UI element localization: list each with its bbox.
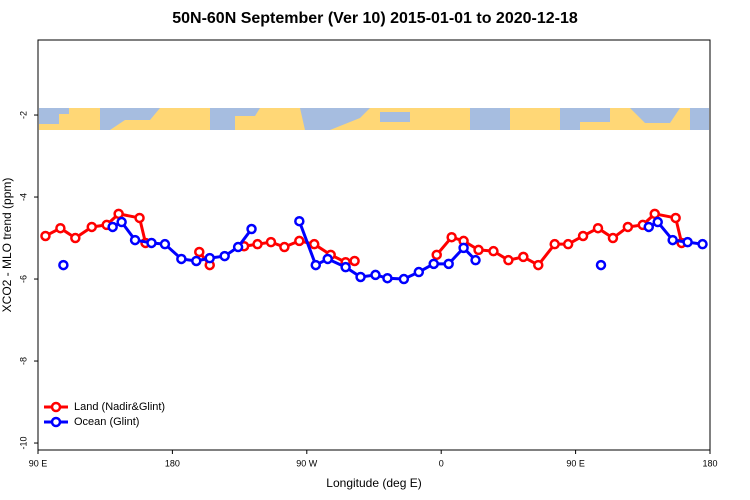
data-point <box>595 259 607 271</box>
data-point <box>279 241 290 253</box>
data-point <box>428 258 439 270</box>
data-point <box>294 215 305 227</box>
x-tick-label: 90 W <box>296 458 318 468</box>
data-point <box>204 252 215 264</box>
data-point <box>682 236 693 248</box>
data-point <box>310 259 322 271</box>
data-point <box>488 245 499 257</box>
x-axis-label: Longitude (deg E) <box>326 476 421 490</box>
data-point <box>232 241 244 253</box>
data-point <box>40 230 51 242</box>
data-point <box>340 261 351 273</box>
data-point <box>643 221 655 233</box>
data-point <box>607 232 619 244</box>
data-point <box>470 254 481 266</box>
x-tick-label: 0 <box>439 458 444 468</box>
data-point <box>194 246 205 258</box>
data-point <box>649 208 660 220</box>
y-tick-label: -4 <box>18 193 28 201</box>
data-point <box>219 250 230 262</box>
data-point <box>107 221 118 233</box>
data-point <box>252 238 263 250</box>
data-point <box>129 234 141 246</box>
data-point <box>294 235 305 247</box>
data-point <box>70 232 81 244</box>
data-point <box>134 212 145 224</box>
y-tick-label: -8 <box>18 357 28 365</box>
map-band <box>39 108 709 130</box>
data-point <box>652 216 663 228</box>
plot-frame <box>37 39 711 451</box>
data-point <box>382 272 393 284</box>
data-point <box>577 230 589 242</box>
data-point <box>159 238 171 250</box>
data-point <box>398 273 410 285</box>
data-point <box>349 255 360 267</box>
x-tick-label: 180 <box>165 458 180 468</box>
data-point <box>549 238 560 250</box>
data-point <box>355 271 366 283</box>
data-point <box>431 249 442 261</box>
data-point <box>533 259 544 271</box>
x-tick-label: 90 E <box>566 458 585 468</box>
data-point <box>370 269 381 281</box>
data-point <box>670 212 681 224</box>
x-tick-label: 90 E <box>29 458 48 468</box>
data-point <box>518 251 529 263</box>
data-point <box>622 221 634 233</box>
data-point <box>473 244 484 256</box>
data-point <box>446 231 457 243</box>
y-tick-label: -6 <box>18 275 28 283</box>
data-point <box>116 216 127 228</box>
data-point <box>562 238 574 250</box>
data-point <box>265 236 277 248</box>
data-point <box>146 237 157 249</box>
data-point <box>697 238 708 250</box>
data-point <box>413 266 425 278</box>
data-point <box>246 223 257 235</box>
data-point <box>322 253 333 265</box>
legend-marker <box>50 416 62 428</box>
data-point <box>113 208 124 220</box>
data-point <box>443 258 454 270</box>
data-point <box>667 234 678 246</box>
y-axis-label: XCO2 - MLO trend (ppm) <box>0 178 14 313</box>
x-tick-label: 180 <box>702 458 717 468</box>
legend-label: Land (Nadir&Glint) <box>74 401 165 413</box>
chart-title: 50N-60N September (Ver 10) 2015-01-01 to… <box>172 10 578 27</box>
legend-label: Ocean (Glint) <box>74 416 139 428</box>
y-tick-label: -10 <box>18 437 28 450</box>
data-point <box>86 221 98 233</box>
data-point <box>58 259 69 271</box>
data-point <box>309 238 320 250</box>
data-point <box>55 222 66 234</box>
data-point <box>503 254 514 266</box>
legend-marker <box>50 401 62 413</box>
data-point <box>176 253 187 265</box>
data-point <box>592 222 604 234</box>
data-point <box>191 255 202 267</box>
y-tick-label: -2 <box>18 111 28 119</box>
data-point <box>458 242 469 254</box>
